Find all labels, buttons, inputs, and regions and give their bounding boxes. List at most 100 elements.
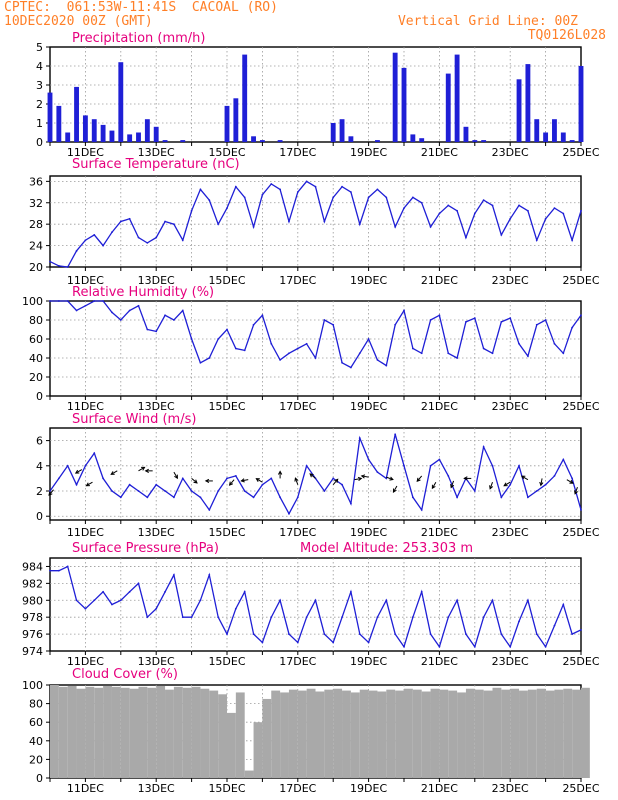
wind-arrow-head bbox=[204, 478, 210, 484]
surface_temperature-point bbox=[164, 220, 166, 223]
surface_temperature-xtick-label: 21DEC bbox=[421, 274, 458, 287]
surface_temperature-point bbox=[217, 223, 220, 226]
surface_temperature-point bbox=[208, 199, 211, 201]
cloud_cover-bar bbox=[465, 688, 475, 778]
wind-arrow-shaft bbox=[173, 471, 178, 479]
surface_wind-xtick-label: 25DEC bbox=[562, 526, 599, 539]
relative_humidity-point bbox=[482, 347, 485, 350]
surface_temperature-point bbox=[146, 242, 149, 244]
surface_pressure-point bbox=[323, 633, 326, 635]
surface_pressure-point bbox=[243, 590, 246, 593]
surface_wind-point bbox=[296, 496, 299, 499]
relative_humidity-point bbox=[429, 319, 432, 321]
surface_temperature-point bbox=[358, 223, 361, 226]
relative_humidity-point bbox=[252, 323, 255, 326]
relative_humidity-frame bbox=[49, 300, 582, 397]
relative_humidity-point bbox=[226, 328, 228, 331]
cloud_cover-xtick-label: 19DEC bbox=[350, 782, 387, 795]
surface_temperature-ytick-label: 24 bbox=[29, 240, 43, 253]
surface_pressure-point bbox=[553, 624, 556, 627]
wind-arrow-head bbox=[389, 476, 394, 481]
surface_temperature-point bbox=[553, 207, 556, 210]
surface_temperature-point bbox=[509, 217, 512, 220]
precipitation-bar bbox=[233, 98, 239, 142]
surface_temperature-xtick-label: 23DEC bbox=[492, 274, 529, 287]
surface_pressure-point bbox=[518, 620, 520, 623]
cloud_cover-bar bbox=[182, 687, 192, 778]
wind-arrow bbox=[74, 469, 83, 474]
surface_pressure-point bbox=[84, 607, 87, 610]
surface_pressure-point bbox=[181, 616, 184, 619]
surface_wind-point bbox=[49, 490, 51, 492]
precipitation-xtick-label: 11DEC bbox=[67, 146, 104, 159]
cloud_cover-xtick-label: 15DEC bbox=[208, 782, 245, 795]
cloud_cover-bar bbox=[280, 692, 289, 778]
cloud_cover-bar bbox=[297, 690, 307, 778]
header-run-date: 10DEC2020 00Z (GMT) bbox=[4, 14, 153, 29]
wind-arrow-head bbox=[463, 476, 468, 481]
surface_wind-point bbox=[119, 496, 122, 499]
surface_wind-point bbox=[580, 509, 582, 511]
wind-arrow-head bbox=[360, 474, 366, 479]
surface_pressure-point bbox=[49, 569, 51, 572]
surface_temperature-point bbox=[323, 220, 326, 223]
cloud_cover-xtick-label: 25DEC bbox=[562, 782, 599, 795]
precipitation-bar bbox=[136, 132, 141, 142]
wind-arrow-shaft bbox=[566, 479, 574, 484]
surface_pressure-point bbox=[226, 633, 228, 635]
surface_pressure-point bbox=[102, 590, 104, 593]
cloud_cover-bar bbox=[510, 688, 520, 778]
surface_pressure-ytick-label: 976 bbox=[22, 628, 43, 641]
relative_humidity-point bbox=[190, 338, 193, 340]
wind-arrow-shaft bbox=[521, 475, 529, 481]
wind-arrow bbox=[204, 478, 213, 484]
cloud_cover-bar bbox=[200, 688, 210, 778]
surface_temperature-point bbox=[199, 188, 202, 191]
surface_pressure-point bbox=[128, 590, 131, 593]
surface_pressure-point bbox=[199, 599, 202, 602]
surface_pressure-point bbox=[93, 599, 96, 602]
surface_temperature-point bbox=[234, 185, 237, 188]
surface_temperature-point bbox=[385, 196, 388, 199]
surface_wind-point bbox=[403, 464, 405, 467]
header-grid-note: Vertical Grid Line: 00Z bbox=[397, 14, 578, 29]
surface_pressure-point bbox=[358, 633, 361, 635]
surface_wind-point bbox=[84, 464, 87, 467]
precipitation-ytick-label: 0 bbox=[36, 136, 43, 149]
relative_humidity-point bbox=[49, 300, 51, 302]
relative_humidity-point bbox=[234, 347, 237, 350]
cloud_cover-xtick-label: 21DEC bbox=[421, 782, 458, 795]
surface_pressure-point bbox=[341, 616, 343, 619]
surface_wind-point bbox=[447, 474, 450, 477]
surface_pressure-ytick-label: 982 bbox=[22, 577, 43, 590]
wind-arrow-shaft bbox=[540, 478, 543, 486]
cloud_cover-bar bbox=[359, 689, 369, 778]
wind-arrow-head bbox=[141, 466, 146, 471]
relative_humidity-point bbox=[518, 342, 520, 345]
surface_wind-point bbox=[500, 496, 503, 499]
surface_wind-point bbox=[332, 477, 335, 480]
relative_humidity-panel: 0 20 40 60 80 100 11DEC 13DEC 15DEC 17DEC 19DEC 21D… bbox=[22, 285, 600, 413]
surface_wind-xtick-label: 11DEC bbox=[67, 526, 104, 539]
relative_humidity-point bbox=[438, 314, 441, 317]
surface_temperature-point bbox=[155, 236, 158, 239]
precipitation-ytick-label: 3 bbox=[36, 79, 43, 92]
cloud_cover-ytick-label: 20 bbox=[29, 753, 43, 766]
surface_wind-point bbox=[341, 483, 343, 486]
relative_humidity-point bbox=[385, 364, 388, 367]
surface_temperature-frame bbox=[49, 175, 582, 268]
surface_temperature-point bbox=[252, 225, 255, 228]
precipitation-xtick-label: 21DEC bbox=[421, 146, 458, 159]
surface_pressure-title: Surface Pressure (hPa) bbox=[72, 541, 219, 556]
relative_humidity-point bbox=[288, 352, 290, 355]
cloud_cover-bar bbox=[342, 690, 351, 778]
surface_wind-xtick-label: 21DEC bbox=[421, 526, 458, 539]
cloud_cover-bar bbox=[545, 690, 555, 778]
surface_wind-point bbox=[146, 496, 149, 499]
wind-arrow-shaft bbox=[392, 485, 398, 493]
surface_wind-point bbox=[367, 458, 370, 461]
surface_temperature-point bbox=[243, 196, 246, 199]
wind-arrow-head bbox=[392, 488, 397, 493]
relative_humidity-ytick-label: 100 bbox=[22, 295, 43, 308]
wind-arrow bbox=[386, 476, 394, 481]
